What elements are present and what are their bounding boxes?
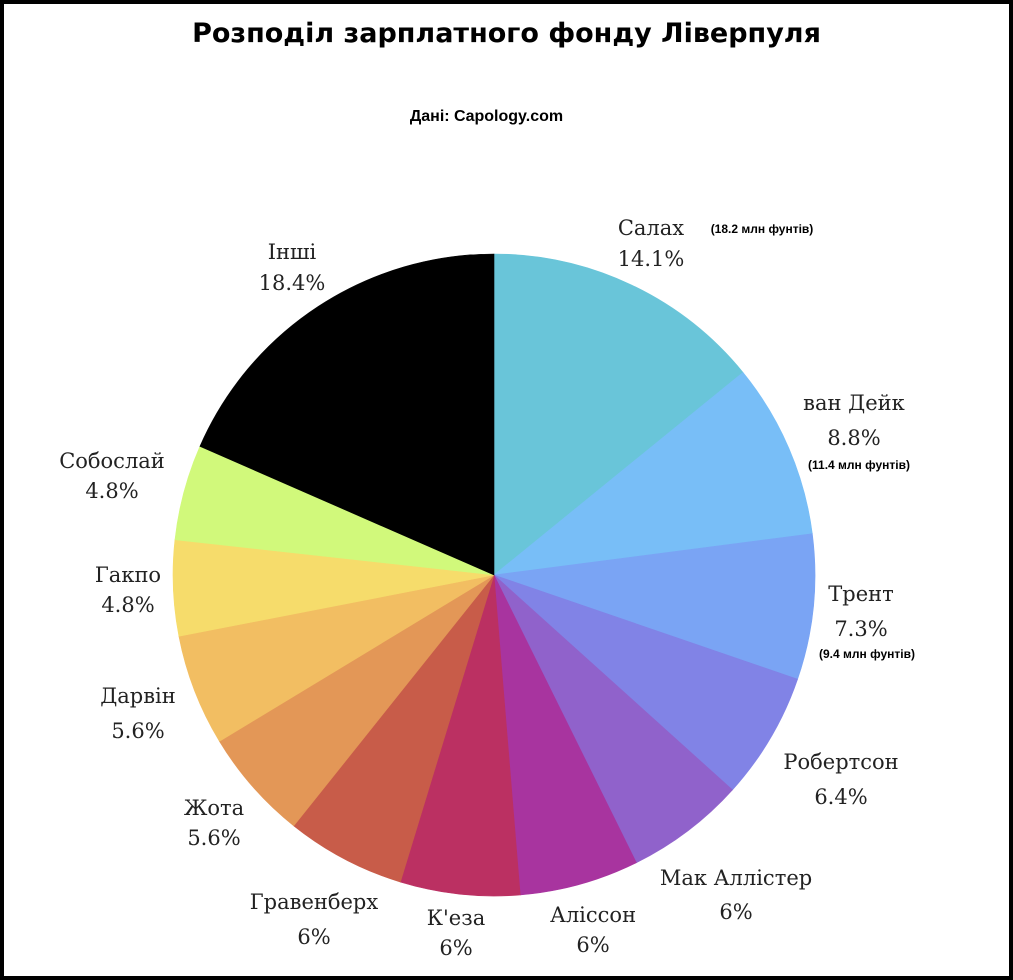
- slice-percent: 6%: [439, 936, 472, 960]
- slice-label: Мак Аллістер: [660, 866, 812, 890]
- slice-percent: 14.1%: [618, 247, 685, 271]
- slice-label: Гравенберх: [250, 890, 379, 914]
- pie-slice: [493, 253, 744, 576]
- slice-salary-note: (11.4 млн фунтів): [808, 458, 910, 472]
- slice-label: Салах: [618, 216, 684, 240]
- chart-title: Розподіл зарплатного фонду Ліверпуля: [192, 18, 821, 49]
- slice-label: К'еза: [427, 906, 485, 930]
- slice-percent: 6.4%: [814, 785, 867, 809]
- slice-salary-note: (9.4 млн фунтів): [819, 647, 915, 661]
- slice-salary-note: (18.2 млн фунтів): [711, 222, 814, 236]
- slice-percent: 7.3%: [834, 617, 887, 641]
- pie-slice: [199, 253, 495, 576]
- pie-slice: [400, 574, 521, 897]
- slice-label: Трент: [828, 582, 894, 606]
- pie-slice: [492, 371, 813, 576]
- pie-slice: [493, 574, 799, 791]
- slice-percent: 4.8%: [101, 593, 154, 617]
- slice-label: Інші: [268, 240, 317, 264]
- pie-slice: [493, 533, 816, 680]
- pie-slices: [172, 253, 816, 897]
- slice-percent: 8.8%: [827, 426, 880, 450]
- slice-label: Жота: [184, 796, 244, 820]
- slice-label: Дарвін: [100, 684, 176, 708]
- slice-label: Гакпо: [95, 563, 161, 587]
- slice-percent: 6%: [297, 925, 330, 949]
- slice-percent: 5.6%: [111, 719, 164, 743]
- slice-label: Аліссон: [550, 903, 636, 927]
- chart-subtitle: Дані: Capology.com: [409, 108, 564, 125]
- slice-label: Собослай: [59, 449, 165, 473]
- slice-percent: 5.6%: [187, 826, 240, 850]
- pie-slice: [493, 574, 733, 864]
- pie-slice: [493, 574, 637, 896]
- slice-percent: 6%: [719, 900, 752, 924]
- slice-label: ван Дейк: [803, 391, 905, 415]
- slice-percent: 6%: [576, 933, 609, 957]
- pie-labels: Салах 14.1% (18.2 млн фунтів) ван Дейк 8.8% (…: [59, 216, 915, 960]
- slice-percent: 18.4%: [259, 271, 326, 295]
- slice-percent: 4.8%: [85, 479, 138, 503]
- pie-slice: [293, 574, 495, 883]
- slice-label: Робертсон: [783, 750, 898, 774]
